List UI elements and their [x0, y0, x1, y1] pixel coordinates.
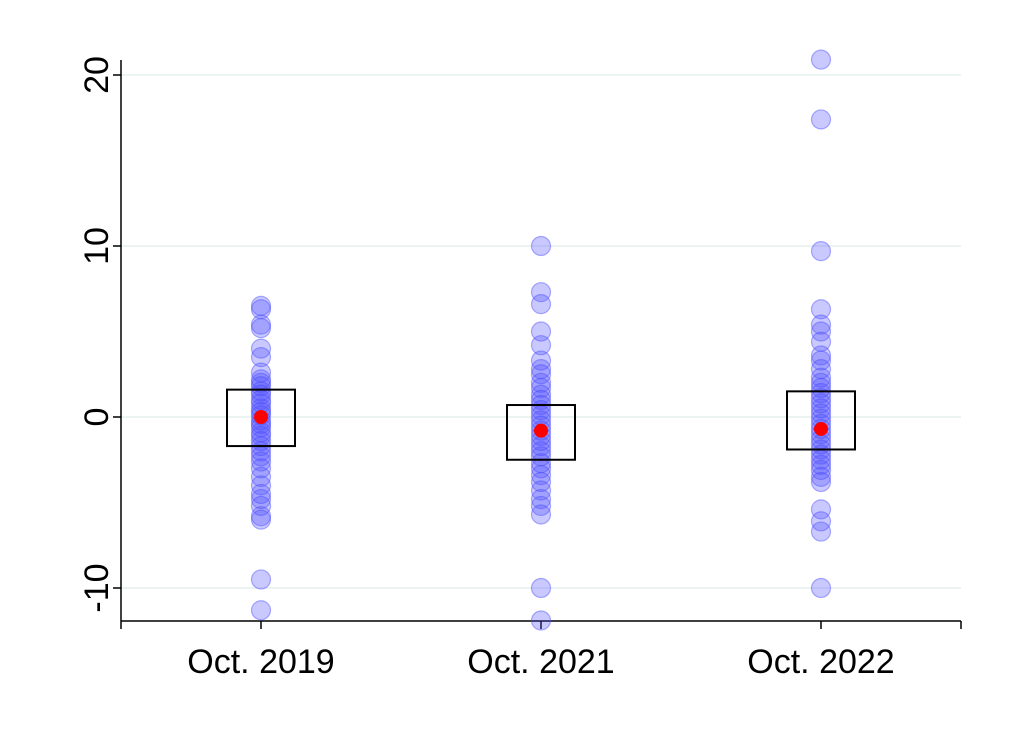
y-tick-label: 20	[78, 56, 116, 94]
x-ticks: Oct. 2019 Oct. 2021 Oct. 2022	[120, 621, 962, 681]
data-point	[250, 466, 272, 487]
data-point	[810, 511, 832, 532]
data-point	[250, 376, 272, 397]
data-point	[810, 367, 832, 388]
data-point	[250, 372, 272, 393]
data-point	[810, 577, 832, 599]
data-point	[530, 446, 552, 467]
data-point	[810, 377, 832, 399]
y-tick-label: 10	[78, 227, 116, 265]
data-point	[810, 471, 832, 493]
data-point	[530, 235, 552, 257]
data-point	[250, 317, 272, 339]
data-point	[810, 382, 832, 404]
data-point	[250, 299, 272, 320]
data-point	[810, 393, 832, 414]
summary-box	[506, 404, 576, 461]
y-tick-label: 0	[78, 408, 116, 427]
data-point	[810, 359, 832, 380]
data-point	[810, 49, 832, 70]
data-point	[250, 475, 272, 496]
data-point	[810, 350, 832, 371]
x-tick-label: Oct. 2022	[747, 643, 894, 681]
data-point	[810, 466, 832, 487]
data-point	[530, 488, 552, 510]
data-point	[530, 577, 552, 599]
data-point	[250, 488, 272, 510]
data-point	[810, 388, 832, 409]
data-point	[530, 495, 552, 517]
y-tick-label: -10	[78, 563, 116, 612]
data-point	[810, 331, 832, 352]
data-point	[530, 335, 552, 356]
data-point	[250, 506, 272, 527]
data-point	[530, 359, 552, 380]
data-point	[530, 294, 552, 315]
summary-box	[786, 390, 856, 451]
data-point	[530, 377, 552, 399]
data-point	[810, 345, 832, 366]
data-point	[530, 504, 552, 525]
data-point	[810, 459, 832, 481]
data-point	[810, 499, 832, 520]
data-point	[530, 364, 552, 385]
mean-marker	[534, 423, 548, 438]
data-point	[810, 521, 832, 542]
mean-marker	[254, 410, 268, 424]
data-point	[250, 347, 272, 368]
data-point	[250, 600, 272, 621]
data-point	[530, 480, 552, 501]
data-point	[250, 483, 272, 505]
data-point	[250, 569, 272, 590]
summary-box	[226, 388, 296, 448]
data-point	[810, 314, 832, 335]
summary-boxes	[226, 388, 856, 461]
data-point	[530, 372, 552, 393]
data-point	[530, 610, 552, 631]
data-point	[530, 471, 552, 493]
data-point	[530, 282, 552, 303]
x-tick-label: Oct. 2019	[187, 643, 334, 681]
data-point	[250, 381, 272, 402]
data-point	[250, 362, 272, 383]
data-point	[810, 299, 832, 320]
data-point	[530, 321, 552, 342]
x-tick-label: Oct. 2021	[467, 643, 614, 681]
data-point	[810, 241, 832, 262]
data-point	[250, 295, 272, 316]
data-point	[810, 321, 832, 342]
data-point	[810, 398, 832, 419]
mean-markers	[254, 410, 828, 438]
data-point	[810, 454, 832, 475]
data-point	[530, 465, 552, 486]
data-point	[250, 314, 272, 335]
data-point	[530, 350, 552, 371]
data-point	[250, 338, 272, 359]
mean-marker	[814, 421, 828, 436]
data-point	[250, 495, 272, 517]
data-point	[250, 509, 272, 530]
data-point	[250, 458, 272, 479]
data-point	[250, 451, 272, 472]
data-point	[530, 453, 552, 474]
y-ticks: -10 0 10 20	[78, 56, 121, 613]
data-point	[810, 109, 832, 130]
